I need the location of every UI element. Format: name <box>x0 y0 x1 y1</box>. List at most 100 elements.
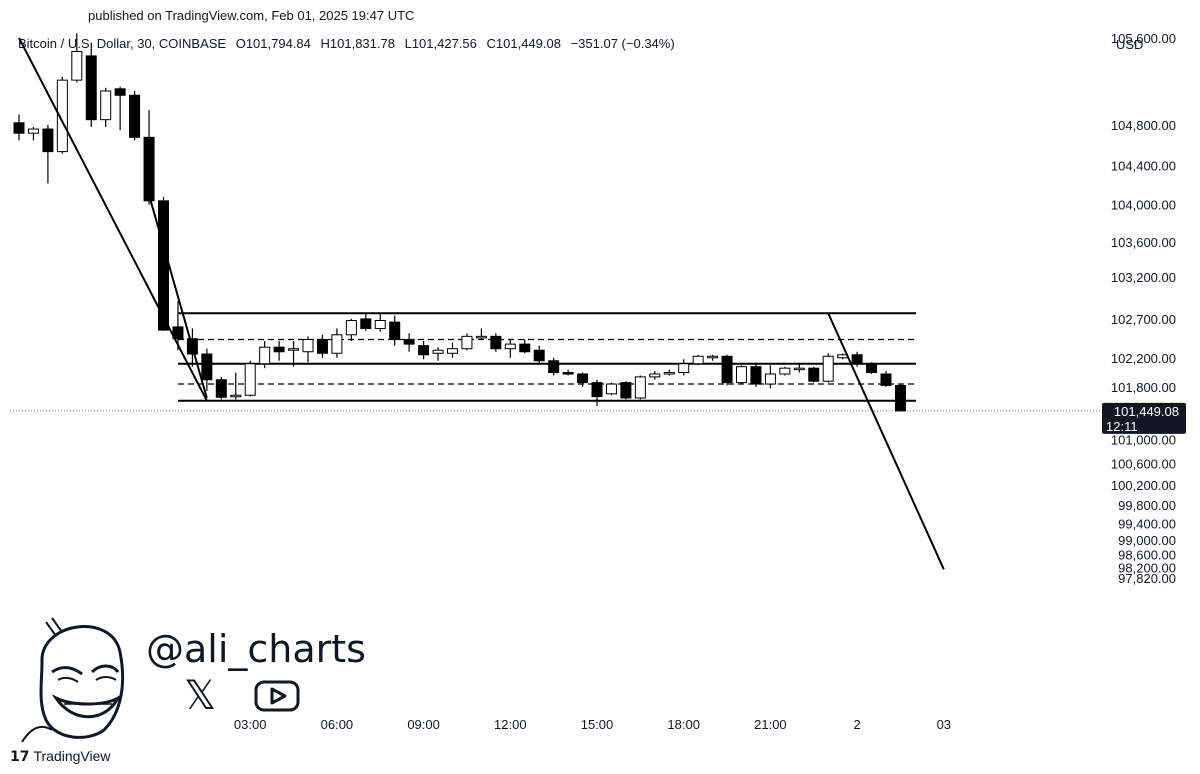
published-info: published on TradingView.com, Feb 01, 20… <box>88 8 415 23</box>
candle-down <box>620 382 632 399</box>
candle-down <box>418 345 430 356</box>
last-price-tag <box>1102 402 1186 434</box>
candle-up <box>634 376 646 399</box>
trendline-2 <box>148 194 208 399</box>
y-tick-label: 99,800.00 <box>1118 498 1176 513</box>
candle-down <box>273 346 285 353</box>
candle-down <box>533 349 545 362</box>
bar-countdown-label: 12:11 <box>1106 419 1138 434</box>
candle-up <box>822 355 834 382</box>
x-tick-label: 03 <box>937 717 951 732</box>
youtube-play-icon <box>254 680 300 712</box>
candle-down <box>866 363 878 374</box>
candle-down <box>42 128 54 153</box>
y-tick-label: 98,200.00 <box>1118 561 1176 576</box>
trendline-1 <box>18 37 208 402</box>
candle-up <box>244 363 256 396</box>
candle-up <box>345 320 357 336</box>
x-tick-label: 09:00 <box>407 717 440 732</box>
y-tick-label: 99,000.00 <box>1118 533 1176 548</box>
candle-down <box>215 379 227 398</box>
y-tick-label: 102,700.00 <box>1111 312 1176 327</box>
candle-down <box>403 338 415 345</box>
y-tick-label: 101,800.00 <box>1111 380 1176 395</box>
candle-down <box>894 384 906 412</box>
candle-down <box>577 373 589 384</box>
candle-up <box>302 338 314 353</box>
candle-down <box>562 372 574 375</box>
open-value: O101,794.84 <box>235 36 311 51</box>
y-tick-label: 103,600.00 <box>1111 235 1176 250</box>
candle-down <box>851 354 863 365</box>
candle-up <box>27 128 39 134</box>
candle-up <box>71 50 83 81</box>
candle-down <box>808 367 820 382</box>
y-tick-label: 104,800.00 <box>1111 118 1176 133</box>
close-value: C101,449.08 <box>486 36 561 51</box>
y-tick-label: 100,200.00 <box>1111 478 1176 493</box>
candle-up <box>692 355 704 365</box>
candle-down <box>13 122 25 134</box>
y-tick-label: 100,600.00 <box>1111 456 1176 471</box>
x-tick-label: 15:00 <box>581 717 614 732</box>
candle-up <box>779 367 791 375</box>
candle-up <box>56 79 68 153</box>
candle-up <box>649 373 661 378</box>
x-tick-label: 06:00 <box>321 717 354 732</box>
brand-name: TradingView <box>33 748 111 764</box>
candle-up <box>259 346 271 365</box>
candle-up <box>475 335 487 339</box>
tradingview-brand[interactable]: 𝟭𝟳 TradingView <box>10 748 111 765</box>
y-tick-label: 104,400.00 <box>1111 159 1176 174</box>
candle-down <box>389 321 401 340</box>
candle-up <box>605 383 617 395</box>
author-handle: @ali_charts <box>146 627 366 671</box>
change-value: −351.07 (−0.34%) <box>570 36 675 51</box>
candle-down <box>85 55 97 121</box>
x-tick-label: 03:00 <box>234 717 267 732</box>
candle-up <box>288 348 300 351</box>
candle-down <box>201 353 213 381</box>
candle-down <box>548 360 560 374</box>
candle-down <box>316 338 328 354</box>
candle-down <box>172 326 184 340</box>
y-tick-label: 99,400.00 <box>1118 517 1176 532</box>
x-tick-label: 21:00 <box>754 717 787 732</box>
x-tick-label: 2 <box>853 717 860 732</box>
candle-down <box>360 318 372 329</box>
candle-up <box>663 372 675 375</box>
symbol-name[interactable]: Bitcoin / U.S. Dollar, 30, COINBASE <box>18 36 227 51</box>
candle-up <box>461 335 473 350</box>
candle-up <box>736 366 747 384</box>
last-price-label: 101,449.08 <box>1114 404 1179 419</box>
candle-down <box>591 382 603 398</box>
x-tick-label: 18:00 <box>667 717 700 732</box>
candle-up <box>230 394 242 398</box>
candle-down <box>114 88 126 96</box>
candle-up <box>764 373 776 385</box>
y-tick-label: 98,600.00 <box>1118 548 1176 563</box>
candle-down <box>721 355 733 384</box>
currency-label[interactable]: USD <box>1116 37 1144 52</box>
candle-up <box>100 90 112 121</box>
high-value: H101,831.78 <box>320 36 395 51</box>
x-tick-label: 12:00 <box>494 717 527 732</box>
symbol-legend: Bitcoin / U.S. Dollar, 30, COINBASE O101… <box>18 36 681 51</box>
candle-up <box>793 367 805 371</box>
projection-line <box>827 312 945 570</box>
candle-up <box>707 355 719 359</box>
y-tick-label: 103,200.00 <box>1111 270 1176 285</box>
candle-up <box>678 363 690 374</box>
y-tick-label: 104,000.00 <box>1111 198 1176 213</box>
candle-down <box>750 366 762 385</box>
candle-up <box>504 343 516 350</box>
candle-down <box>519 343 531 353</box>
candle-down <box>880 373 892 386</box>
y-tick-label: 105,600.00 <box>1111 31 1176 46</box>
trollface-avatar-icon <box>21 617 125 742</box>
candle-up <box>432 349 444 354</box>
candle-up <box>331 334 343 354</box>
y-tick-label: 97,820.00 <box>1118 571 1176 586</box>
y-tick-label: 101,000.00 <box>1111 433 1176 448</box>
